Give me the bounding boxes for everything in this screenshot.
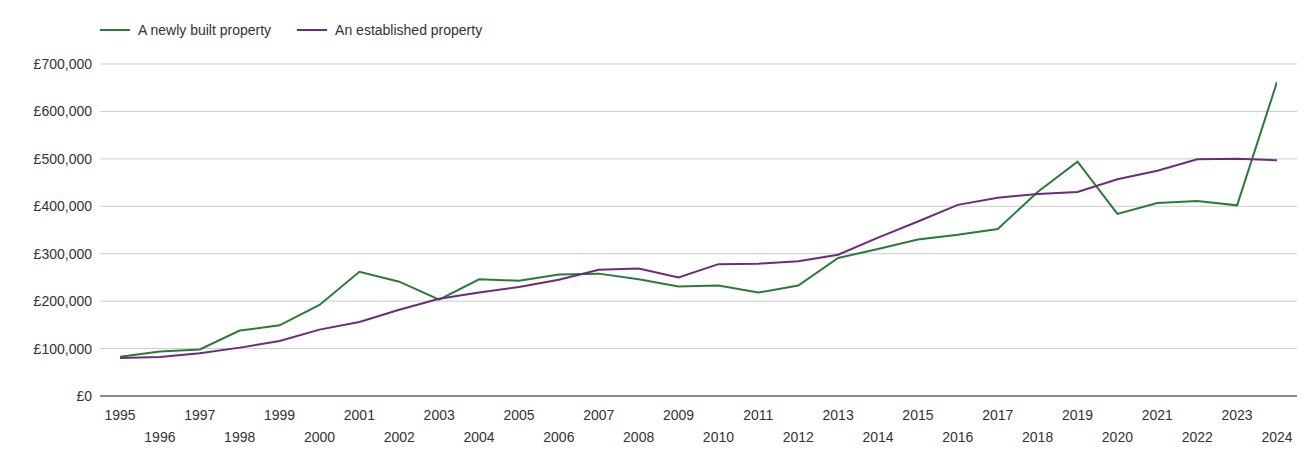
- svg-text:£700,000: £700,000: [34, 56, 93, 72]
- svg-text:2004: 2004: [463, 429, 494, 444]
- svg-text:2010: 2010: [703, 429, 734, 444]
- svg-text:2013: 2013: [823, 407, 854, 423]
- svg-text:2006: 2006: [543, 429, 574, 444]
- svg-text:2018: 2018: [1022, 429, 1053, 444]
- svg-text:2011: 2011: [743, 407, 773, 423]
- svg-text:£0: £0: [76, 388, 92, 404]
- svg-text:2021: 2021: [1142, 407, 1173, 423]
- svg-text:2012: 2012: [783, 429, 814, 444]
- html-text:An established property: An established property: [335, 22, 483, 38]
- svg-text:2017: 2017: [982, 407, 1013, 423]
- svg-text:2019: 2019: [1062, 407, 1093, 423]
- svg-text:1996: 1996: [144, 429, 175, 444]
- svg-text:£200,000: £200,000: [34, 293, 93, 309]
- svg-text:2003: 2003: [424, 407, 455, 423]
- svg-text:2000: 2000: [304, 429, 335, 444]
- svg-text:2016: 2016: [942, 429, 973, 444]
- svg-text:2023: 2023: [1222, 407, 1253, 423]
- svg-text:£400,000: £400,000: [34, 198, 93, 214]
- svg-text:£500,000: £500,000: [34, 151, 93, 167]
- svg-text:2024: 2024: [1261, 429, 1292, 444]
- svg-text:2014: 2014: [862, 429, 893, 444]
- svg-text:2022: 2022: [1182, 429, 1213, 444]
- svg-text:£300,000: £300,000: [34, 246, 93, 262]
- html-text:A newly built property: A newly built property: [138, 22, 272, 38]
- svg-text:1995: 1995: [104, 407, 135, 423]
- svg-text:£600,000: £600,000: [34, 103, 93, 119]
- svg-text:1999: 1999: [264, 407, 295, 423]
- svg-text:2007: 2007: [583, 407, 614, 423]
- svg-text:2001: 2001: [344, 407, 375, 423]
- svg-text:1997: 1997: [184, 407, 215, 423]
- svg-text:2008: 2008: [623, 429, 654, 444]
- svg-text:2015: 2015: [902, 407, 933, 423]
- svg-text:2020: 2020: [1102, 429, 1133, 444]
- svg-text:2009: 2009: [663, 407, 694, 423]
- svg-text:£100,000: £100,000: [34, 341, 93, 357]
- svg-text:1998: 1998: [224, 429, 255, 444]
- svg-text:2005: 2005: [503, 407, 534, 423]
- svg-text:2002: 2002: [384, 429, 415, 444]
